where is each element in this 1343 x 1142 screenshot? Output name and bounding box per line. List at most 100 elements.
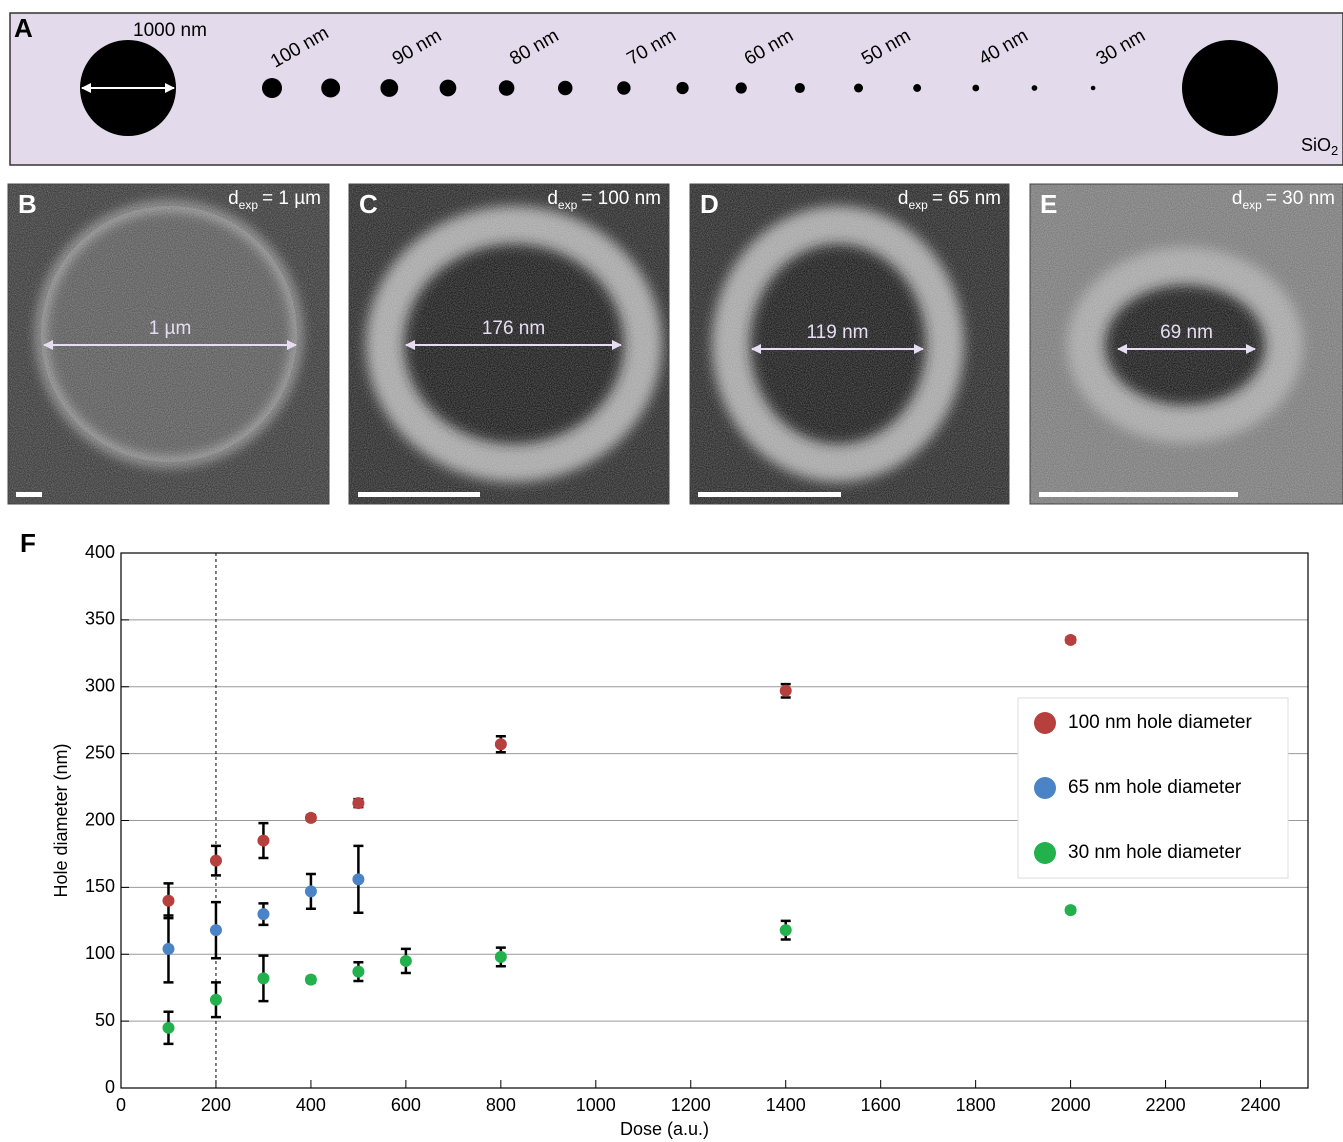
- d-subscript: exp: [1242, 198, 1262, 212]
- x-axis-label: Dose (a.u.): [620, 1119, 709, 1139]
- hole-dot: [262, 78, 282, 98]
- y-axis-label: Hole diameter (nm): [51, 743, 71, 897]
- data-point: [305, 812, 317, 824]
- data-point: [400, 955, 412, 967]
- hole-dot: [972, 85, 979, 92]
- micrograph: [1030, 184, 1343, 504]
- data-point: [352, 797, 364, 809]
- data-point: [352, 873, 364, 885]
- data-point: [162, 943, 174, 955]
- d-subscript: exp: [239, 198, 259, 212]
- measure-label: 69 nm: [1160, 322, 1213, 343]
- legend-marker: [1034, 777, 1056, 799]
- d-subscript: exp: [558, 198, 578, 212]
- y-tick-label: 250: [85, 742, 115, 762]
- x-tick-label: 800: [486, 1095, 516, 1115]
- hole-dot: [499, 80, 515, 96]
- hole-dot: [854, 84, 863, 93]
- hole-dot: [1091, 86, 1096, 91]
- size-label: 1000 nm: [133, 20, 207, 41]
- measure-label: 176 nm: [482, 318, 545, 339]
- data-point: [257, 908, 269, 920]
- d-value: = 100 nm: [581, 188, 661, 209]
- d-symbol: d: [898, 188, 909, 209]
- data-point: [495, 738, 507, 750]
- figure: A 1000 nm SiO2 100 nm90 nm80 nm70 nm60 n…: [0, 0, 1343, 1142]
- data-point: [1065, 904, 1077, 916]
- x-tick-label: 1800: [956, 1095, 996, 1115]
- d-symbol: d: [1232, 188, 1243, 209]
- panel-label: B: [18, 189, 37, 219]
- noise: [690, 184, 1009, 504]
- x-tick-label: 0: [116, 1095, 126, 1115]
- data-point: [210, 994, 222, 1006]
- y-tick-label: 50: [95, 1010, 115, 1030]
- d-symbol: d: [547, 188, 558, 209]
- data-point: [162, 1022, 174, 1034]
- data-point: [257, 972, 269, 984]
- x-tick-label: 400: [296, 1095, 326, 1115]
- d-symbol: d: [228, 188, 239, 209]
- data-point: [210, 855, 222, 867]
- x-tick-label: 1400: [766, 1095, 806, 1115]
- hole-dot: [380, 79, 398, 97]
- hole-dot: [736, 82, 747, 93]
- y-tick-label: 200: [85, 809, 115, 829]
- legend-marker: [1034, 842, 1056, 864]
- noise: [1030, 184, 1343, 504]
- micrograph: [690, 184, 1009, 504]
- x-tick-label: 1000: [576, 1095, 616, 1115]
- x-tick-label: 200: [201, 1095, 231, 1115]
- x-tick-label: 1600: [861, 1095, 901, 1115]
- y-tick-label: 100: [85, 943, 115, 963]
- data-point: [352, 966, 364, 978]
- panel-f: F 0 50 100 150 200 250 300 350 400 0 200 400 600 800 10…: [20, 528, 1308, 1139]
- data-point: [305, 974, 317, 986]
- d-value: = 65 nm: [932, 188, 1001, 209]
- x-tick-label: 2200: [1146, 1095, 1186, 1115]
- d-value: = 1 µm: [262, 188, 321, 209]
- hole-dot: [1032, 85, 1038, 91]
- d-value: = 30 nm: [1266, 188, 1335, 209]
- measure-label: 1 µm: [149, 318, 192, 339]
- scale-bar: [358, 492, 480, 497]
- hole-dot: [321, 79, 340, 98]
- hole-dot: [795, 83, 805, 93]
- y-tick-label: 350: [85, 609, 115, 629]
- legend-label: 30 nm hole diameter: [1068, 842, 1242, 863]
- panel-label: F: [20, 528, 36, 558]
- x-tick-label: 2000: [1051, 1095, 1091, 1115]
- y-tick-label: 300: [85, 676, 115, 696]
- hole-dot: [913, 84, 921, 92]
- y-tick-label: 0: [105, 1077, 115, 1097]
- y-tick-label: 400: [85, 542, 115, 562]
- panel-label: D: [700, 189, 719, 219]
- data-point: [257, 835, 269, 847]
- hole-dot: [440, 80, 457, 97]
- hole-dot: [617, 81, 630, 94]
- x-tick-label: 600: [391, 1095, 421, 1115]
- hole-dot: [676, 82, 688, 94]
- data-point: [780, 685, 792, 697]
- scale-bar: [1039, 492, 1238, 497]
- d-subscript: exp: [908, 198, 928, 212]
- data-point: [1065, 634, 1077, 646]
- scale-bar: [698, 492, 841, 497]
- data-point: [780, 924, 792, 936]
- legend-label: 100 nm hole diameter: [1068, 712, 1252, 733]
- measure-label: 119 nm: [807, 322, 869, 343]
- hole-dot: [558, 81, 573, 96]
- y-tick-label: 150: [85, 876, 115, 896]
- x-tick-label: 1200: [671, 1095, 711, 1115]
- scale-bar: [16, 492, 42, 497]
- data-point: [162, 895, 174, 907]
- substrate-text: SiO: [1301, 135, 1331, 155]
- substrate-sub: 2: [1331, 143, 1338, 158]
- x-tick-label: 2400: [1240, 1095, 1280, 1115]
- panel-label: E: [1040, 189, 1057, 219]
- data-point: [495, 951, 507, 963]
- legend-marker: [1034, 712, 1056, 734]
- legend-label: 65 nm hole diameter: [1068, 777, 1242, 798]
